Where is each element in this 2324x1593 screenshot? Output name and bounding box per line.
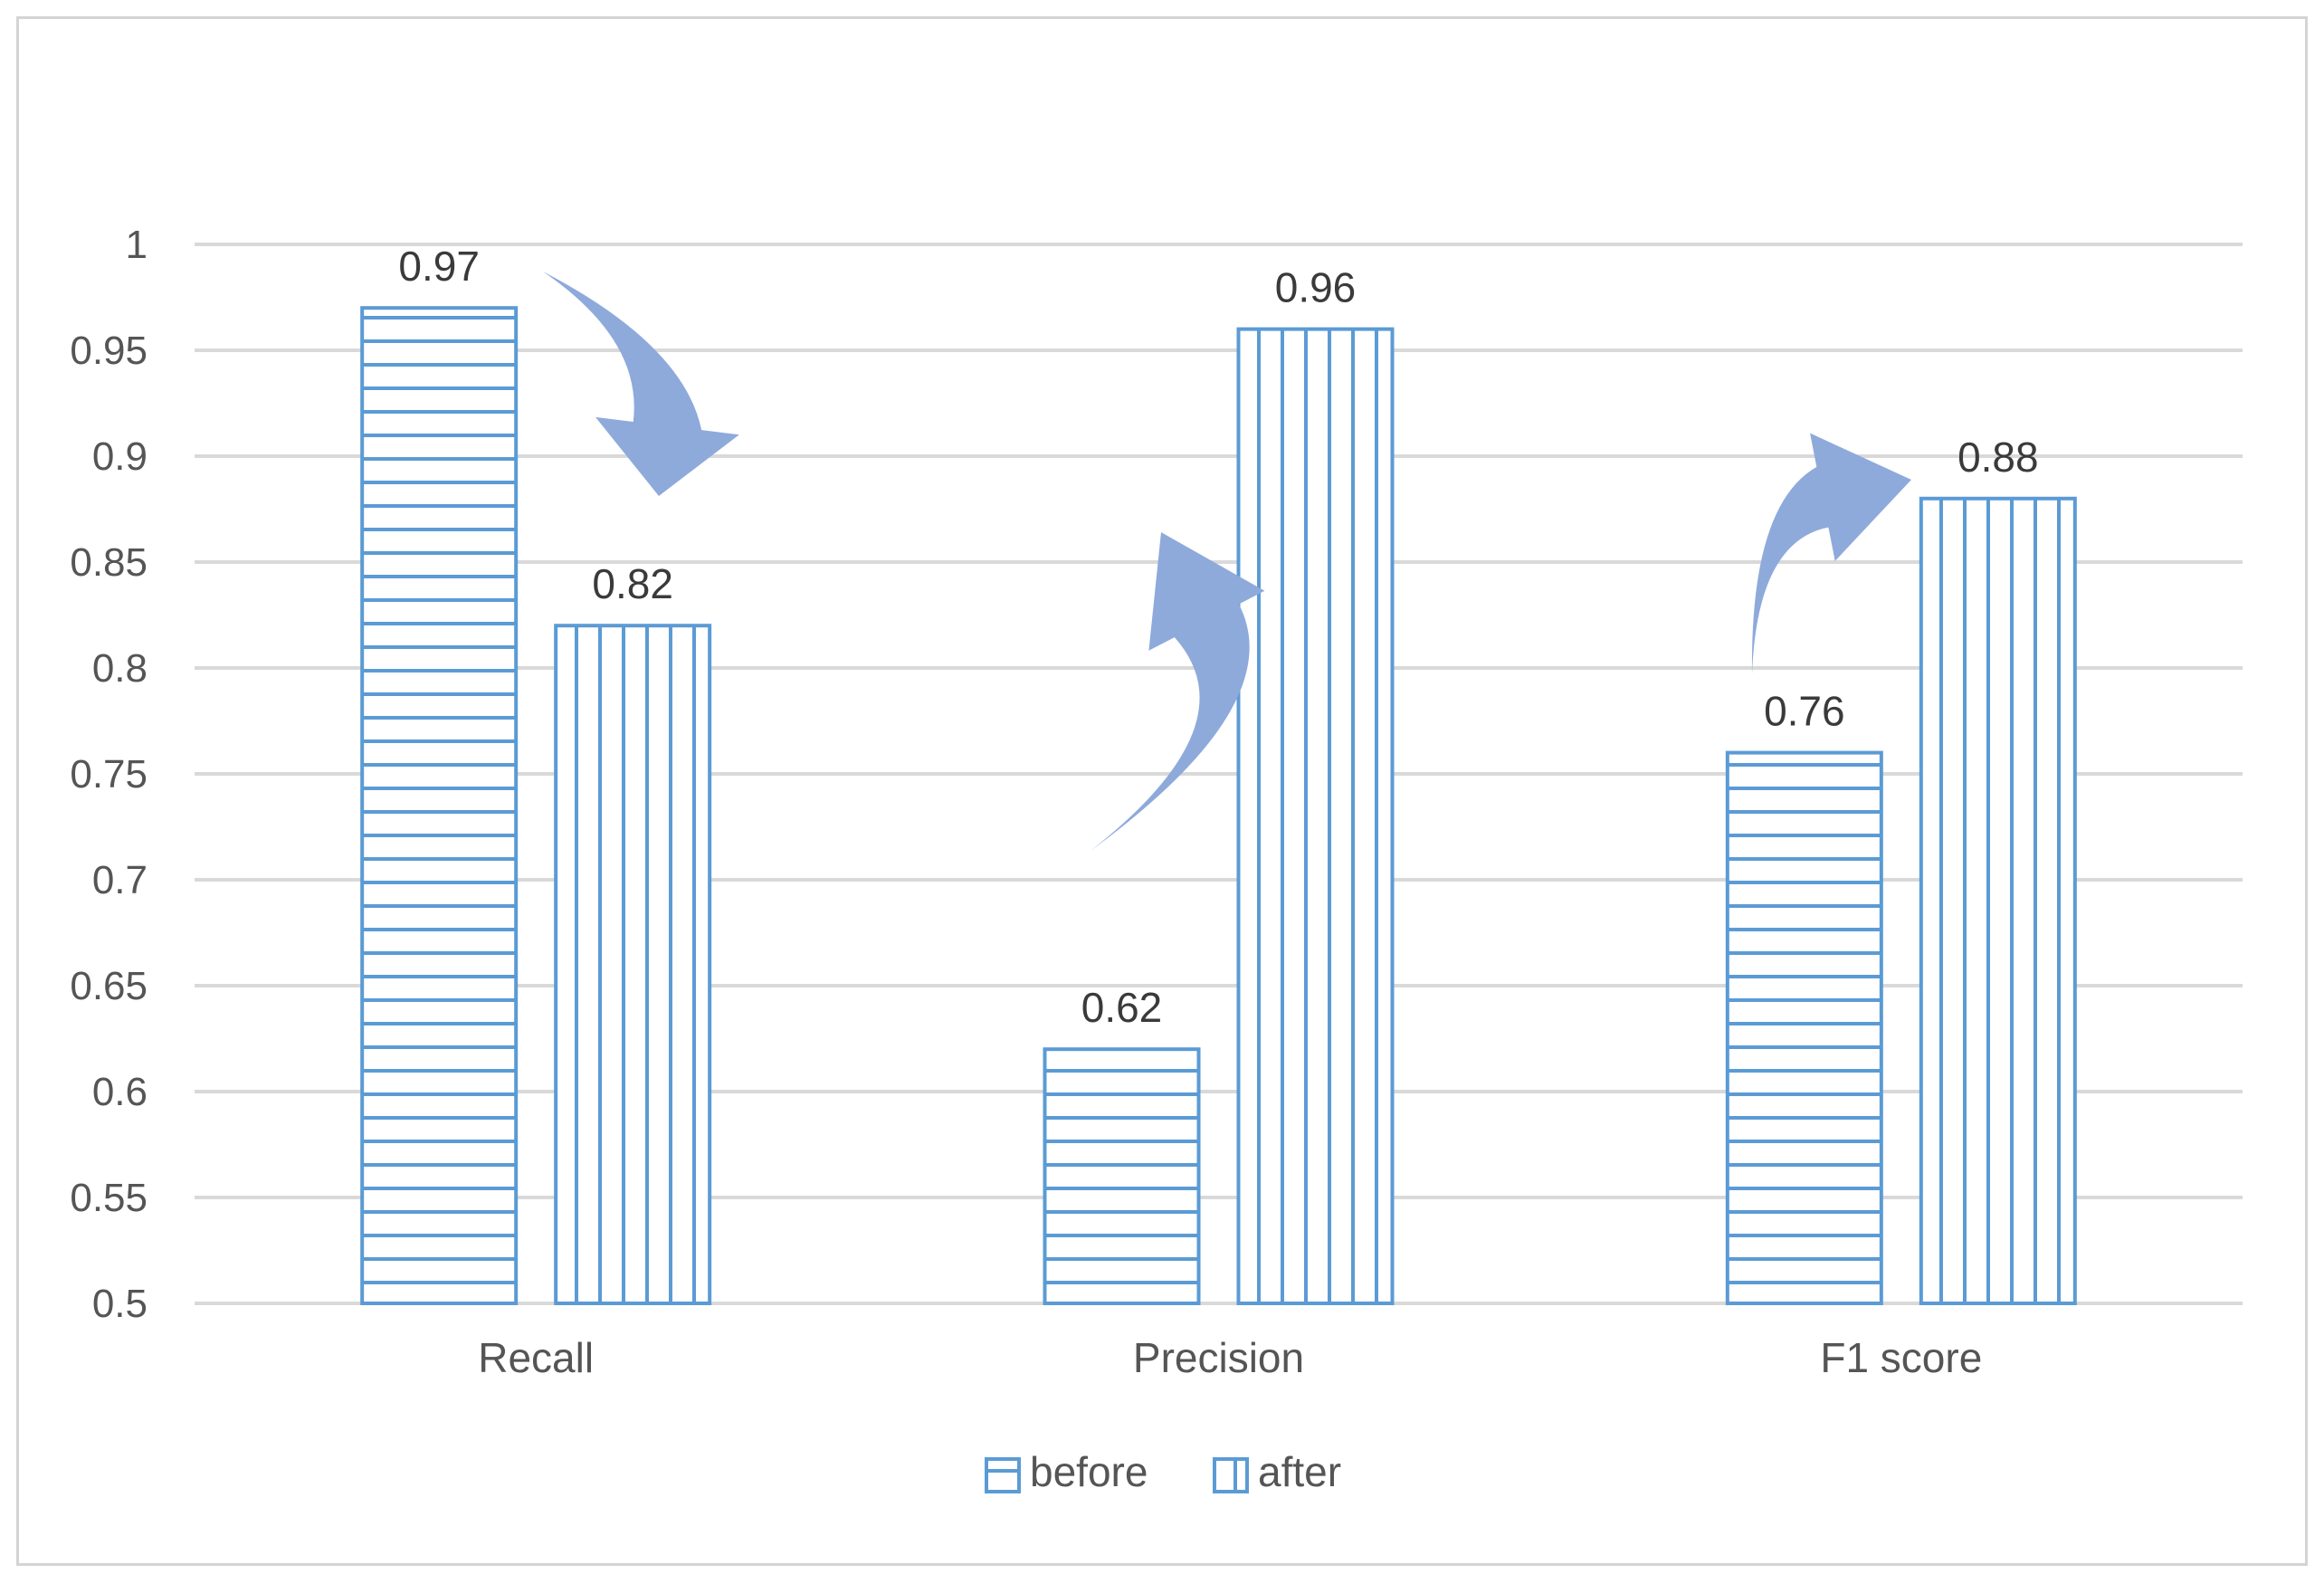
legend-swatch-before <box>985 1457 1021 1493</box>
data-labels: 0.97 0.62 0.76 0.82 0.96 0.88 <box>398 243 2038 1031</box>
data-label: 0.62 <box>1081 984 1163 1031</box>
bar-after-recall <box>554 624 712 1305</box>
bars <box>360 306 2077 1306</box>
y-tick-label: 1 <box>126 223 148 267</box>
y-tick-label: 0.95 <box>70 329 148 373</box>
recall-down-arrow <box>543 272 739 496</box>
y-tick-label: 0.65 <box>70 964 148 1008</box>
category-label: Recall <box>478 1334 594 1381</box>
data-label: 0.76 <box>1764 688 1845 735</box>
category-label: Precision <box>1133 1334 1304 1381</box>
precision-up-arrow <box>1091 532 1265 851</box>
x-axis-category-labels: Recall Precision F1 score <box>478 1334 1982 1381</box>
bar-before-f1-score <box>1725 750 1883 1305</box>
y-tick-label: 0.85 <box>70 540 148 585</box>
y-tick-label: 0.55 <box>70 1176 148 1220</box>
legend: before after <box>985 1448 1341 1495</box>
y-tick-label: 0.8 <box>92 646 148 691</box>
y-tick-label: 0.9 <box>92 434 148 479</box>
bar-before-recall <box>360 306 519 1306</box>
legend-swatch-after <box>1213 1457 1249 1493</box>
category-label: F1 score <box>1820 1334 1982 1381</box>
bar-after-precision <box>1236 327 1395 1306</box>
gridlines <box>195 243 2243 1305</box>
bar-before-precision <box>1043 1047 1201 1305</box>
data-label: 0.88 <box>1957 434 2039 481</box>
data-label: 0.96 <box>1275 264 1357 311</box>
y-axis-tick-labels: 0.5 0.55 0.6 0.65 0.7 0.75 0.8 0.85 0.9 0.95 1 <box>70 223 148 1326</box>
trend-arrows <box>543 272 1911 851</box>
legend-label-before: before <box>1030 1448 1148 1495</box>
data-label: 0.82 <box>592 560 673 607</box>
y-tick-label: 0.6 <box>92 1070 148 1114</box>
y-tick-label: 0.7 <box>92 858 148 902</box>
f1-up-arrow <box>1751 433 1911 674</box>
bar-after-f1-score <box>1919 496 2077 1305</box>
y-tick-label: 0.75 <box>70 752 148 796</box>
data-label: 0.97 <box>398 243 480 290</box>
legend-label-after: after <box>1258 1448 1341 1495</box>
y-tick-label: 0.5 <box>92 1282 148 1326</box>
